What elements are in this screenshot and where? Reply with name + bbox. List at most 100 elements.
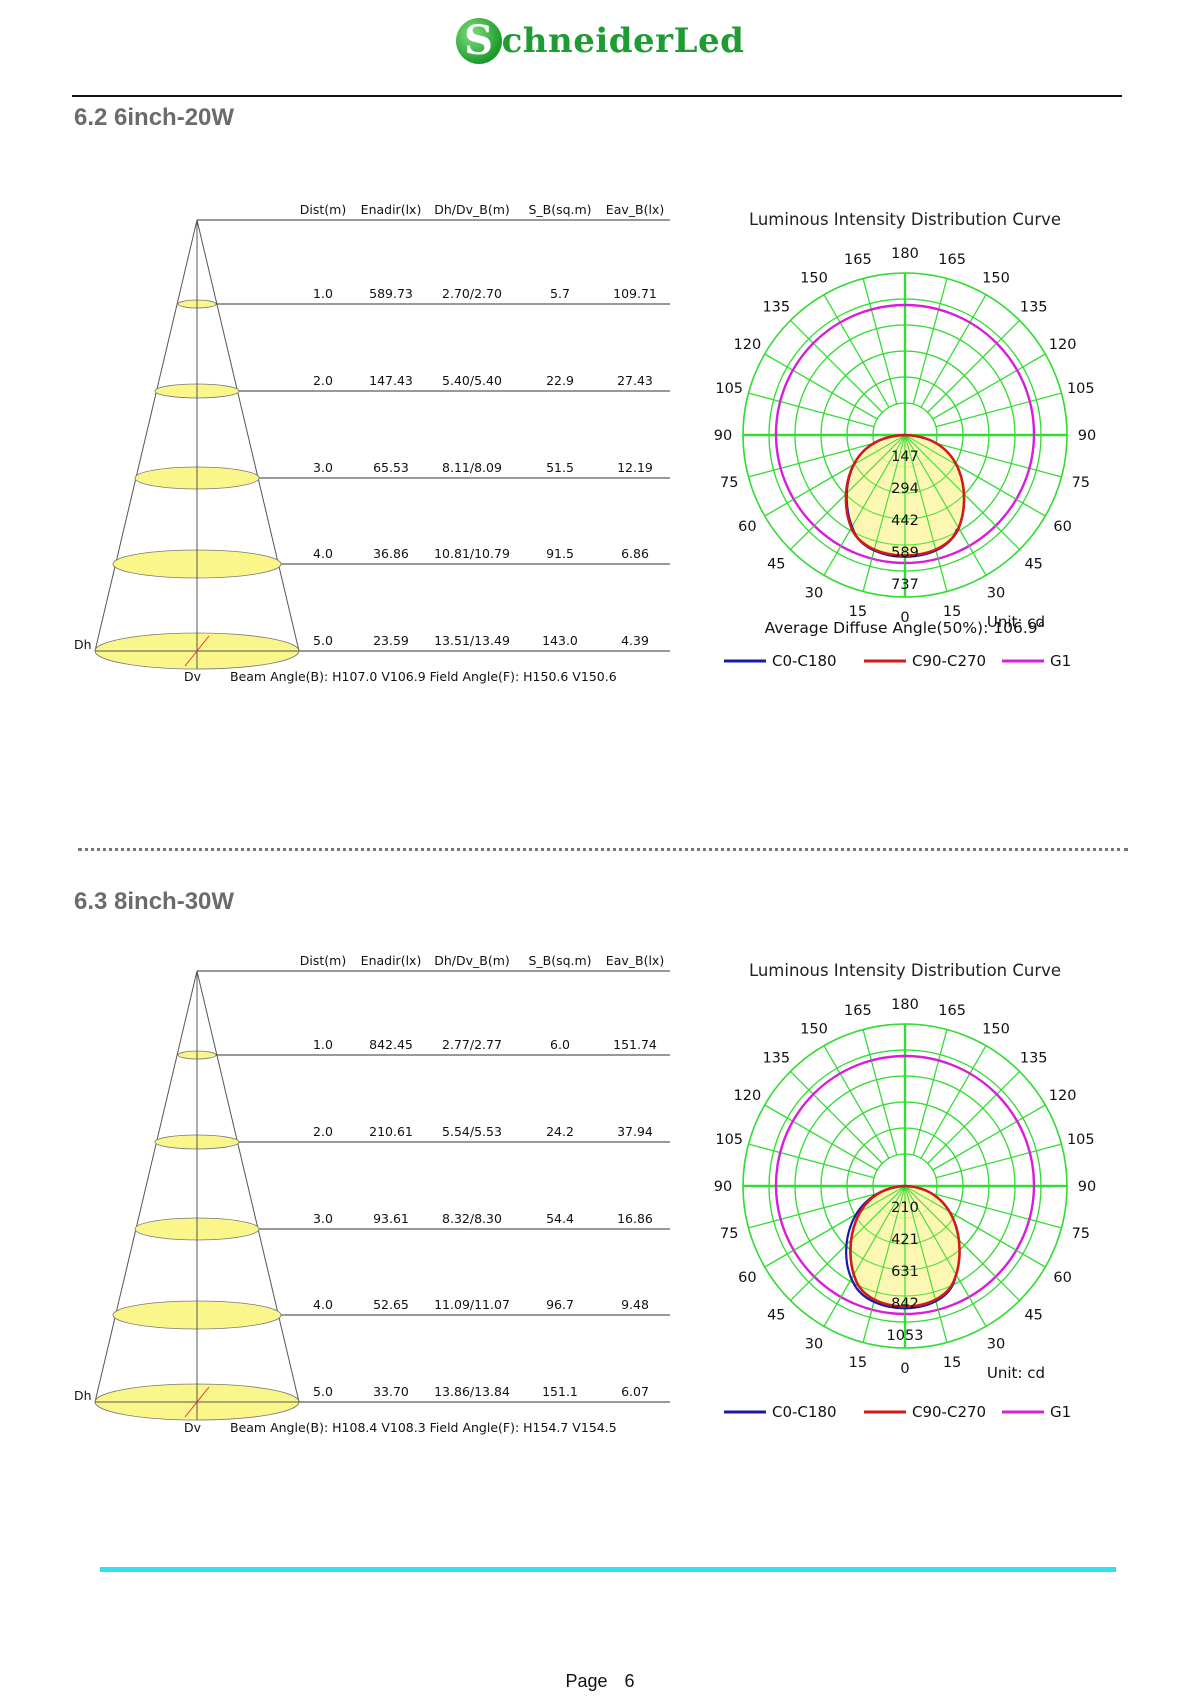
table-cell: 147.43 (369, 373, 413, 388)
polar-angle-label: 45 (767, 557, 785, 573)
polar-spoke-overlay (837, 1185, 906, 1304)
table-cell: 4.0 (313, 546, 333, 561)
header-logo: S chneiderLed (0, 18, 1200, 64)
polar-angle-label: 105 (715, 1132, 743, 1148)
table-header: S_B(sq.m) (528, 202, 591, 217)
polar-spoke (935, 442, 1062, 478)
polar-angle-label: 180 (891, 997, 919, 1013)
polar-angle-label: 30 (987, 1337, 1005, 1353)
section-title: 6.3 8inch-30W (74, 888, 235, 915)
polar-spoke (927, 1070, 1021, 1164)
polar-angle-label: 135 (762, 299, 790, 315)
polar-ring-label: 294 (891, 481, 919, 497)
polar-spoke-overlay (787, 1185, 906, 1254)
polar-spoke (912, 1029, 948, 1156)
polar-angle-label: 45 (1024, 557, 1042, 573)
polar-angle-label: 90 (1078, 428, 1096, 444)
table-cell: 13.51/13.49 (434, 633, 510, 648)
polar-angle-label: 120 (1049, 1088, 1077, 1104)
dh-label: Dh (74, 637, 92, 652)
polar-spoke (789, 1070, 883, 1164)
table-cell: 51.5 (546, 460, 574, 475)
table-cell: 842.45 (369, 1037, 413, 1052)
polar-spoke (823, 294, 890, 408)
polar-spoke (932, 1104, 1046, 1171)
beam-angle-text: Beam Angle(B): H108.4 V108.3 Field Angle… (230, 1420, 617, 1435)
table-cell: 9.48 (621, 1297, 649, 1312)
polar-spoke-overlay (904, 434, 941, 566)
polar-angle-label: 165 (844, 1003, 872, 1019)
legend-label: G1 (1050, 1403, 1071, 1421)
table-cell: 22.9 (546, 373, 574, 388)
table-cell: 1.0 (313, 1037, 333, 1052)
polar-spoke (764, 1104, 878, 1171)
footer-rule (100, 1567, 1116, 1572)
polar-spoke (862, 278, 898, 405)
dh-label: Dh (74, 1388, 92, 1403)
table-header: Dist(m) (300, 953, 346, 968)
polar-spoke-overlay (904, 1185, 1001, 1282)
polar-spoke (935, 392, 1062, 428)
polar-ring-label: 631 (891, 1264, 919, 1280)
polar-spoke-overlay (837, 434, 906, 553)
section-title: 6.2 6inch-20W (74, 104, 235, 131)
photometric-figure: Dist(m) Enadir(lx) Dh/Dv_B(m) S_B(sq.m) Eav_… (74, 953, 1096, 1435)
c90-c270-curve (844, 433, 966, 557)
section-divider (78, 848, 1128, 851)
polar-spoke-overlay (809, 1185, 906, 1282)
polar-angle-label: 60 (1053, 1270, 1071, 1286)
polar-angle-label: 75 (720, 475, 738, 491)
table-cell: 33.70 (373, 1384, 409, 1399)
polar-angle-label: 30 (805, 586, 823, 602)
polar-angle-label: 165 (938, 1003, 966, 1019)
polar-spoke (935, 1143, 1062, 1179)
polar-ring-overlay (794, 1075, 1016, 1297)
table-cell: 589.73 (369, 286, 413, 301)
polar-angle-label: 120 (734, 337, 762, 353)
polar-angle-label: 150 (982, 270, 1010, 286)
table-cell: 52.65 (373, 1297, 409, 1312)
polar-ring-label: 737 (891, 577, 919, 593)
table-cell: 13.86/13.84 (434, 1384, 510, 1399)
table-cell: 2.0 (313, 373, 333, 388)
polar-ring-overlay (820, 1101, 990, 1271)
beam-angle-text: Beam Angle(B): H107.0 V106.9 Field Angle… (230, 669, 617, 684)
polar-angle-label: 60 (738, 1270, 756, 1286)
table-cell: 3.0 (313, 1211, 333, 1226)
polar-spoke (789, 319, 883, 413)
logo-text: chneiderLed (501, 21, 745, 61)
polar-spoke (862, 1029, 898, 1156)
polar-angle-label: 105 (1067, 381, 1095, 397)
c0-c180-curve (845, 1184, 957, 1310)
polar-angle-label: 45 (1024, 1308, 1042, 1324)
table-cell: 8.11/8.09 (442, 460, 502, 475)
table-cell: 143.0 (542, 633, 578, 648)
cone-edge-left (94, 219, 198, 652)
table-cell: 109.71 (613, 286, 657, 301)
polar-spoke-overlay (904, 434, 973, 553)
page-footer: Page 6 (0, 1671, 1200, 1692)
table-cell: 27.43 (617, 373, 653, 388)
table-cell: 10.81/10.79 (434, 546, 510, 561)
legend-label: G1 (1050, 652, 1071, 670)
polar-spoke (927, 319, 1021, 413)
dv-line (184, 1386, 210, 1418)
polar-angle-label: 75 (720, 1226, 738, 1242)
table-cell: 96.7 (546, 1297, 574, 1312)
table-cell: 65.53 (373, 460, 409, 475)
polar-ring-label: 210 (891, 1200, 919, 1216)
table-cell: 2.70/2.70 (442, 286, 502, 301)
table-cell: 6.86 (621, 546, 649, 561)
cone-edge-right (196, 219, 300, 652)
polar-spoke (920, 294, 987, 408)
header-rule (72, 95, 1122, 97)
polar-spoke-overlay (904, 1185, 1023, 1254)
table-header: Dh/Dv_B(m) (434, 953, 510, 968)
polar-angle-label: 75 (1072, 475, 1090, 491)
polar-angle-label: 15 (849, 1355, 867, 1371)
polar-angle-label: 105 (715, 381, 743, 397)
polar-spoke-overlay (904, 1185, 973, 1304)
table-cell: 11.09/11.07 (434, 1297, 510, 1312)
polar-spoke (764, 353, 878, 420)
polar-ring-label: 1053 (887, 1328, 924, 1344)
